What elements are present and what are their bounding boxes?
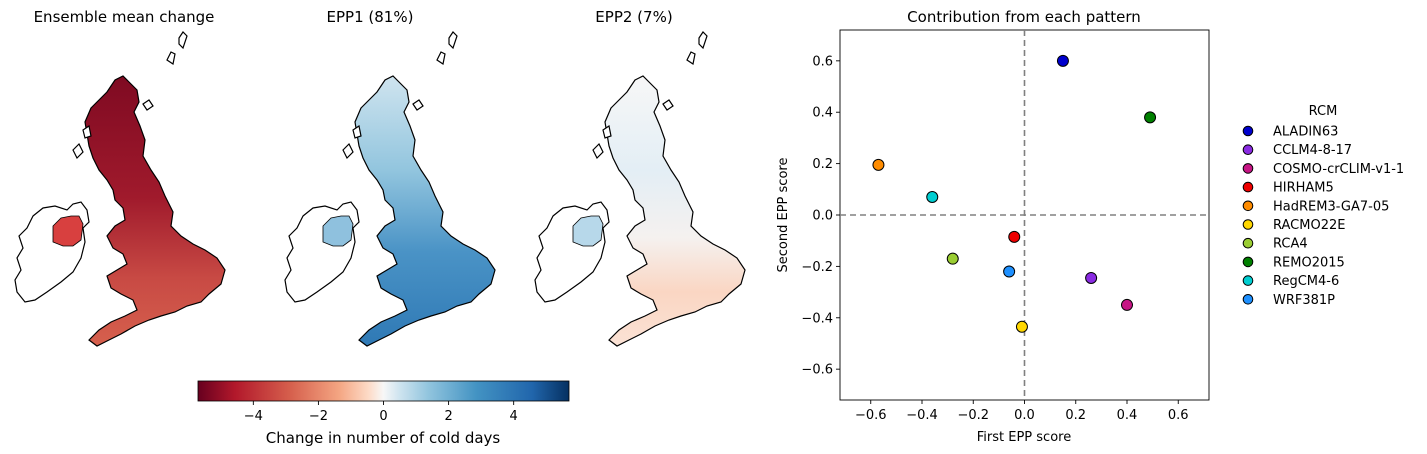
x-tick-label: −0.2 — [957, 408, 989, 423]
colorbar-tick-label: 0 — [379, 409, 387, 424]
x-tick-label: −0.4 — [906, 408, 938, 423]
legend-label: REMO2015 — [1273, 255, 1345, 270]
colorbar-gradient — [197, 380, 570, 402]
legend-label: RegCM4-6 — [1273, 274, 1339, 289]
legend: RCM ALADIN63 CCLM4-8-17 COSMO-crCLIM-v1-1 H… — [1242, 104, 1404, 308]
map-title: EPP1 (81%) — [327, 8, 414, 26]
legend-marker — [1242, 256, 1254, 268]
y-tick-label: 0.2 — [812, 157, 833, 172]
point-cclm4-8-17 — [1085, 271, 1098, 284]
colorbar-label: Change in number of cold days — [266, 429, 501, 447]
legend-marker — [1242, 200, 1254, 212]
zero-lines — [840, 30, 1209, 400]
colorbar-ticks: −4 −2 0 2 4 — [244, 401, 518, 424]
x-tick-label: 0.4 — [1117, 408, 1138, 423]
legend-label: ALADIN63 — [1273, 125, 1338, 140]
x-tick-label: 0.2 — [1065, 408, 1086, 423]
x-tick-label: −0.6 — [855, 408, 887, 423]
point-rca4 — [946, 252, 959, 265]
legend-label: HadREM3-GA7-05 — [1273, 199, 1389, 214]
legend-label: WRF381P — [1273, 293, 1335, 308]
map-title: EPP2 (7%) — [595, 8, 672, 26]
y-tick-label: −0.6 — [801, 363, 833, 378]
legend-marker — [1242, 294, 1254, 305]
map-panel-ensemble: Ensemble mean change — [14, 8, 226, 347]
point-racmo22e — [1015, 320, 1028, 333]
point-cosmo-crclim-v1-1 — [1121, 298, 1133, 311]
x-tick-label: 0.6 — [1168, 408, 1189, 423]
point-remo2015 — [1144, 111, 1157, 124]
point-hadrem3-ga7-05 — [872, 158, 885, 171]
legend-items: ALADIN63 CCLM4-8-17 COSMO-crCLIM-v1-1 HIRHA… — [1242, 125, 1404, 308]
y-tick-label: −0.2 — [801, 260, 833, 275]
y-tick-label: 0.0 — [812, 209, 833, 224]
y-tick-label: −0.4 — [801, 311, 833, 326]
legend-label: COSMO-crCLIM-v1-1 — [1273, 162, 1404, 177]
map-panel-epp1: EPP1 (81%) — [284, 8, 496, 347]
uk-map — [284, 31, 496, 347]
point-regcm4-6 — [926, 191, 939, 204]
uk-map — [534, 31, 746, 347]
map-title: Ensemble mean change — [34, 8, 215, 26]
scatter-chart: Contribution from each pattern −0.6 −0.4−… — [776, 8, 1210, 445]
map-panel-epp2: EPP2 (7%) — [534, 8, 746, 347]
legend-marker — [1242, 125, 1254, 137]
legend-label: RCA4 — [1273, 237, 1308, 252]
legend-marker — [1242, 144, 1254, 155]
legend-marker — [1242, 163, 1254, 174]
y-tick-label: 0.4 — [812, 106, 833, 121]
chart-title: Contribution from each pattern — [907, 8, 1141, 26]
legend-marker — [1242, 275, 1254, 286]
scatter-points — [872, 54, 1157, 333]
legend-marker — [1242, 237, 1254, 249]
legend-label: RACMO22E — [1273, 218, 1345, 233]
colorbar-tick-label: −4 — [244, 409, 263, 424]
legend-marker — [1242, 181, 1254, 193]
x-axis-ticks: −0.6 −0.4 −0.2 0.0 0.2 0.4 0.6 — [855, 400, 1189, 423]
colorbar-tick-label: −2 — [309, 409, 328, 424]
x-axis-label: First EPP score — [977, 430, 1071, 445]
colorbar-tick-label: 4 — [510, 409, 518, 424]
colorbar-tick-label: 2 — [444, 409, 452, 424]
point-hirham5 — [1008, 230, 1021, 243]
y-tick-label: 0.6 — [812, 54, 833, 69]
point-aladin63 — [1056, 54, 1069, 67]
legend-title: RCM — [1309, 104, 1338, 119]
legend-marker — [1242, 219, 1254, 230]
uk-map — [14, 31, 226, 347]
y-axis-label: Second EPP score — [776, 158, 791, 273]
colorbar: −4 −2 0 2 4 Change in number of cold days — [197, 380, 570, 447]
x-tick-label: 0.0 — [1014, 408, 1035, 423]
legend-label: CCLM4-8-17 — [1273, 143, 1352, 158]
y-axis-ticks: −0.6 −0.4 −0.2 0.0 0.2 0.4 0.6 — [801, 54, 840, 378]
point-wrf381p — [1003, 265, 1016, 278]
legend-label: HIRHAM5 — [1273, 181, 1334, 196]
